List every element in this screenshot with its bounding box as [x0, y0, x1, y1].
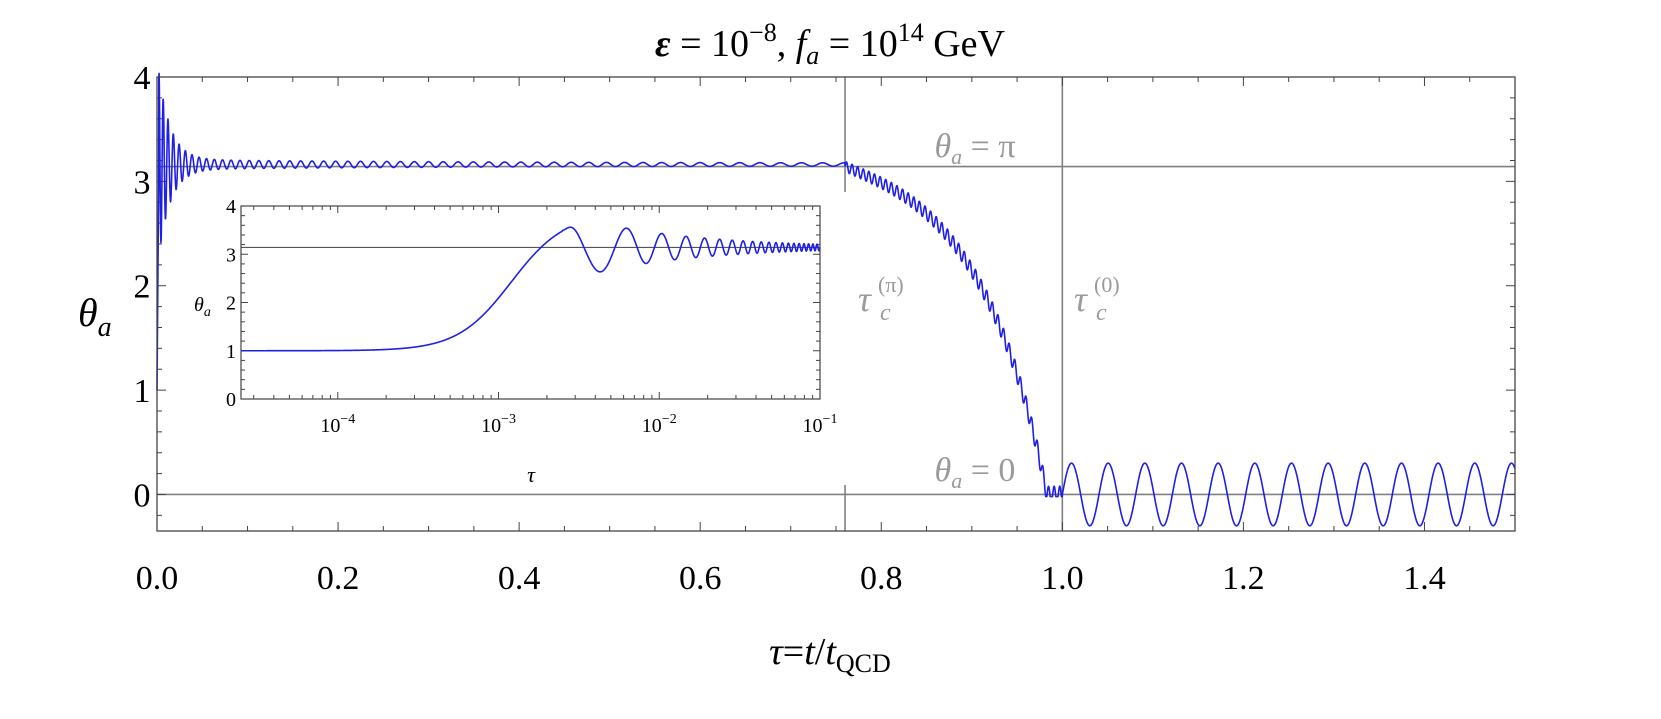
y-axis-label-sub: a [98, 312, 112, 343]
title-eps-exp: −8 [749, 18, 777, 47]
title-eps-eq: = 10 [671, 23, 749, 65]
inset-x-axis-label: τ [527, 462, 536, 487]
annotation-tau-c-zero-tau: τ [1074, 279, 1088, 319]
inset-x-tick-label: 10−3 [481, 412, 516, 437]
main-series-line [156, 72, 1516, 527]
inset-x-tick-label: 10−4 [320, 412, 355, 437]
x-tick-label: 0.2 [317, 560, 360, 597]
x-tick-label: 0.6 [679, 560, 722, 597]
title-fa-eq: = 10 [819, 23, 897, 65]
annotation-tau-c-pi-sub: c [880, 300, 891, 326]
inset-y-tick-label: 1 [226, 341, 236, 363]
annotation-theta-zero: θa = 0 [935, 452, 1016, 493]
x-tick-label: 0.0 [136, 560, 179, 597]
x-tick-label: 1.0 [1041, 560, 1084, 597]
x-axis-label-sub: QCD [836, 649, 891, 678]
inset-y-tick-label: 3 [226, 244, 236, 266]
inset-y-tick-label: 4 [226, 196, 236, 218]
x-axis-label-tau: τ [769, 631, 784, 673]
annotation-theta-pi: θa = π [934, 128, 1015, 169]
inset-background [181, 192, 850, 485]
x-tick-label: 0.8 [860, 560, 903, 597]
title-fa-exp: 14 [898, 18, 924, 47]
annotation-theta-pi-sub: a [951, 144, 962, 169]
y-axis-label: θa [78, 290, 112, 343]
inset-y-axis-label-theta: θ [194, 294, 204, 316]
inset-y-tick-label: 2 [226, 293, 236, 315]
x-axis-label-slash: / [815, 631, 826, 673]
annotation-tau-c-pi: τ (π) c [858, 272, 904, 326]
inset-y-axis-label-sub: a [204, 305, 211, 320]
y-axis-label-theta: θ [78, 290, 98, 335]
main-plot: 0.0 0.2 0.4 0.6 0.8 1.0 1.2 1.4 0 1 2 3 4 [134, 60, 1516, 597]
annotation-theta-pi-theta: θ [934, 128, 951, 165]
x-tick-label: 0.4 [498, 560, 541, 597]
x-tick-label: 1.2 [1222, 560, 1265, 597]
y-tick-label: 3 [134, 164, 151, 201]
inset-x-tick-label: 10−1 [803, 412, 838, 437]
annotation-tau-c-zero: τ (0) c [1074, 272, 1120, 326]
main-ticks [156, 76, 1516, 531]
annotation-theta-zero-theta: θ [935, 452, 952, 489]
x-axis-label-t: t [804, 631, 816, 673]
inset-plot: 10−4 10−3 10−2 10−1 0 1 2 3 4 θa τ [181, 192, 850, 487]
inset-series-line [240, 226, 821, 352]
inset-tick-labels: 10−4 10−3 10−2 10−1 0 1 2 3 4 [226, 196, 837, 437]
inset-plot-frame [240, 205, 821, 400]
title-fa-unit: GeV [924, 23, 1006, 65]
annotation-tau-c-zero-sub: c [1096, 300, 1107, 326]
inset-y-axis-label: θa [194, 294, 211, 320]
x-axis-label: τ=t/tQCD [769, 631, 891, 678]
y-tick-label: 0 [134, 477, 151, 514]
inset-x-tick-label: 10−2 [642, 412, 677, 437]
x-axis-label-eq: = [783, 631, 804, 673]
title-sep: , [777, 23, 796, 65]
annotation-tau-c-zero-sup: (0) [1094, 272, 1120, 297]
annotation-tau-c-pi-sup: (π) [878, 272, 904, 297]
y-tick-label: 1 [134, 373, 151, 410]
title-epsilon: ε [655, 23, 671, 65]
annotation-tau-c-pi-tau: τ [858, 279, 872, 319]
inset-y-tick-label: 0 [226, 389, 236, 411]
title-fa-sub: a [806, 41, 819, 70]
annotation-theta-pi-rest: = π [962, 128, 1015, 165]
y-tick-label: 2 [134, 269, 151, 306]
main-plot-frame [156, 76, 1516, 532]
x-axis-label-t2: t [825, 631, 837, 673]
annotation-theta-zero-rest: = 0 [962, 452, 1015, 489]
main-tick-labels: 0.0 0.2 0.4 0.6 0.8 1.0 1.2 1.4 0 1 2 3 4 [134, 60, 1446, 597]
annotation-theta-zero-sub: a [951, 468, 962, 493]
x-tick-label: 1.4 [1403, 560, 1446, 597]
y-tick-label: 4 [134, 60, 151, 97]
chart-title: ε = 10−8, fa = 1014 GeV [655, 18, 1006, 70]
